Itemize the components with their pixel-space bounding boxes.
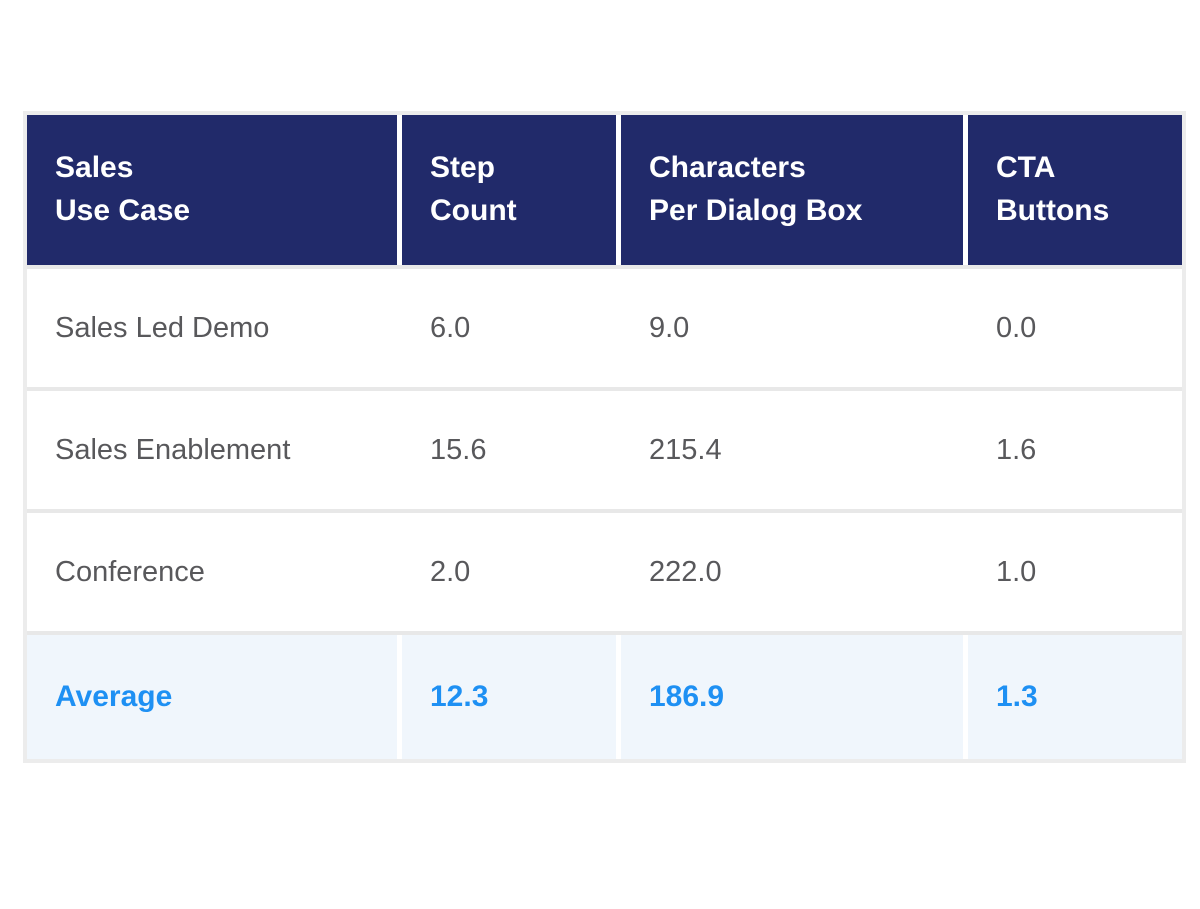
summary-cell-characters-per-dialog-box: 186.9 — [621, 635, 963, 759]
row-separator — [27, 509, 1182, 513]
header-cell-step-count: Step Count — [402, 115, 616, 265]
cell-step-count: 6.0 — [402, 269, 616, 387]
sales-use-case-table: Sales Use Case Step Count Characters Per… — [23, 111, 1186, 763]
row-separator — [27, 387, 1182, 391]
cell-cta-buttons: 1.0 — [968, 513, 1182, 631]
cell-use-case: Conference — [27, 513, 397, 631]
summary-cell-cta-buttons: 1.3 — [968, 635, 1182, 759]
cell-use-case: Sales Enablement — [27, 391, 397, 509]
row-separator — [27, 265, 1182, 269]
summary-cell-step-count: 12.3 — [402, 635, 616, 759]
table-header-row: Sales Use Case Step Count Characters Per… — [27, 115, 1182, 265]
header-cell-cta-buttons: CTA Buttons — [968, 115, 1182, 265]
cell-characters-per-dialog-box: 215.4 — [621, 391, 963, 509]
cell-step-count: 2.0 — [402, 513, 616, 631]
table-summary-row: Average 12.3 186.9 1.3 — [27, 635, 1182, 759]
row-separator — [27, 631, 1182, 635]
cell-characters-per-dialog-box: 9.0 — [621, 269, 963, 387]
table-row: Sales Enablement 15.6 215.4 1.6 — [27, 391, 1182, 509]
table-row: Sales Led Demo 6.0 9.0 0.0 — [27, 269, 1182, 387]
table-row: Conference 2.0 222.0 1.0 — [27, 513, 1182, 631]
cell-cta-buttons: 0.0 — [968, 269, 1182, 387]
cell-cta-buttons: 1.6 — [968, 391, 1182, 509]
cell-use-case: Sales Led Demo — [27, 269, 397, 387]
summary-cell-label: Average — [27, 635, 397, 759]
header-cell-characters-per-dialog-box: Characters Per Dialog Box — [621, 115, 963, 265]
cell-characters-per-dialog-box: 222.0 — [621, 513, 963, 631]
header-cell-sales-use-case: Sales Use Case — [27, 115, 397, 265]
cell-step-count: 15.6 — [402, 391, 616, 509]
